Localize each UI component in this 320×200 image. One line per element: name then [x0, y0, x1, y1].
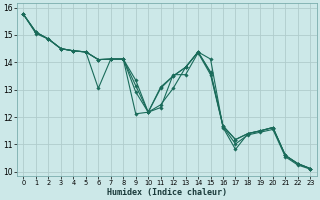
- X-axis label: Humidex (Indice chaleur): Humidex (Indice chaleur): [107, 188, 227, 197]
